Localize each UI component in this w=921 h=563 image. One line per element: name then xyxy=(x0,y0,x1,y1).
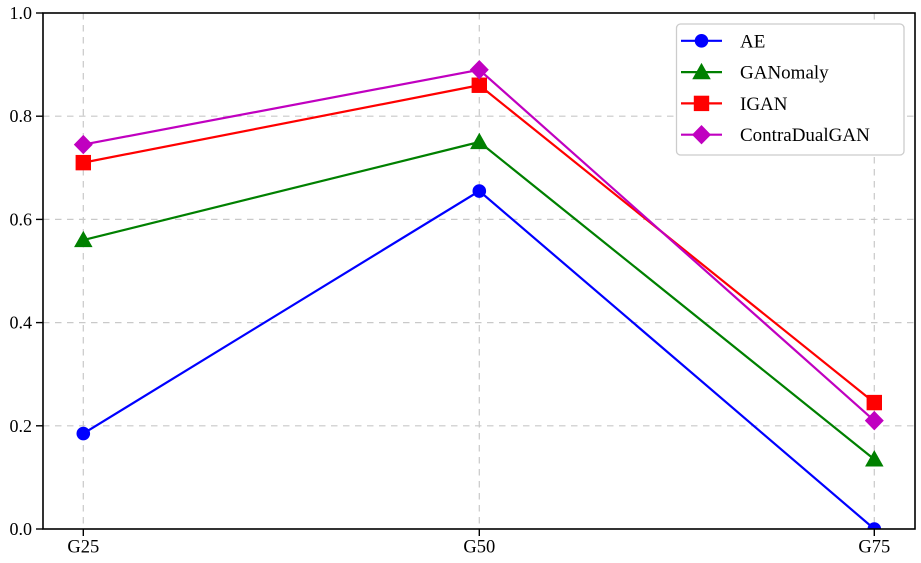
data-point-marker xyxy=(74,230,93,248)
series-contradualgan xyxy=(73,60,884,431)
gridlines xyxy=(43,13,915,529)
data-point-marker xyxy=(867,522,882,529)
x-tick-label: G50 xyxy=(463,538,495,558)
data-point-marker xyxy=(469,60,489,80)
y-tick-label: 0.0 xyxy=(10,519,33,539)
series-ae xyxy=(76,184,882,529)
data-point-marker xyxy=(76,426,91,441)
legend-marker xyxy=(694,34,709,48)
legend-marker xyxy=(692,124,711,145)
legend-marker xyxy=(693,95,710,112)
x-tick-label: G75 xyxy=(858,538,890,558)
legend: AE GANomaly IGAN ContraDualGAN xyxy=(675,23,905,156)
legend-label: ContraDualGAN xyxy=(740,125,870,146)
axis-ticks xyxy=(36,12,875,536)
legend-item-igan: IGAN xyxy=(681,94,788,115)
y-tick-label: 0.2 xyxy=(10,416,33,436)
data-point-marker xyxy=(73,134,93,155)
legend-box xyxy=(675,23,905,156)
legend-item-contradualgan: ContraDualGAN xyxy=(681,124,870,146)
data-point-marker xyxy=(75,154,91,171)
data-point-marker xyxy=(864,410,884,431)
legend-label: AE xyxy=(740,31,765,52)
data-point-marker xyxy=(866,394,882,411)
legend-item-ganomaly: GANomaly xyxy=(681,63,829,84)
data-point-marker xyxy=(470,132,489,150)
axis-tick-labels: 0.0 0.2 0.4 0.6 0.8 1.0 G25 G50 G75 xyxy=(10,3,891,558)
y-tick-label: 0.4 xyxy=(10,313,33,333)
legend-label: GANomaly xyxy=(740,63,829,84)
legend-item-ae: AE xyxy=(681,31,765,52)
legend-label: IGAN xyxy=(740,94,788,115)
data-point-marker xyxy=(471,77,488,93)
x-tick-label: G25 xyxy=(67,538,99,558)
data-point-marker xyxy=(472,184,487,198)
y-tick-label: 0.8 xyxy=(10,106,33,126)
legend-marker xyxy=(692,62,711,80)
y-tick-label: 1.0 xyxy=(10,3,33,23)
y-tick-label: 0.6 xyxy=(10,209,33,229)
series-ganomaly xyxy=(74,132,884,467)
data-point-marker xyxy=(865,450,884,467)
